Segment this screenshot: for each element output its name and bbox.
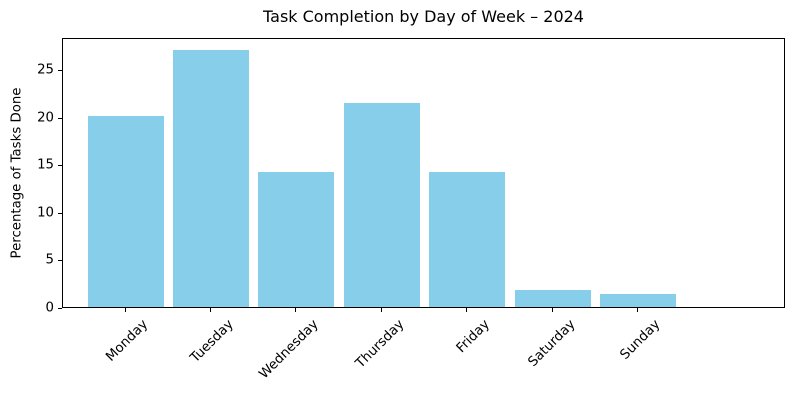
- x-tick-label-tuesday: Tuesday: [187, 317, 237, 366]
- bar-saturday: [514, 289, 591, 307]
- x-tick-label-saturday: Saturday: [525, 317, 579, 370]
- y-tick-mark: [58, 70, 62, 72]
- bar-wednesday: [258, 172, 335, 307]
- bar-sunday: [599, 293, 676, 307]
- y-tick-label-10: 10: [37, 205, 54, 221]
- x-tick-mark: [124, 308, 126, 312]
- y-tick-mark: [58, 165, 62, 167]
- bar-tuesday: [173, 50, 250, 307]
- x-tick-label-wednesday: Wednesday: [257, 317, 323, 383]
- x-tick-mark: [466, 308, 468, 312]
- y-tick-label-15: 15: [37, 157, 54, 173]
- y-tick-label-20: 20: [37, 110, 54, 126]
- x-tick-label-sunday: Sunday: [617, 317, 664, 363]
- x-tick-mark: [210, 308, 212, 312]
- bar-monday: [87, 115, 164, 307]
- x-tick-mark: [636, 308, 638, 312]
- x-tick-label-monday: Monday: [103, 317, 152, 365]
- x-tick-label-thursday: Thursday: [353, 317, 408, 372]
- y-tick-mark: [58, 308, 62, 309]
- y-tick-mark: [58, 212, 62, 214]
- chart-title: Task Completion by Day of Week – 2024: [263, 7, 584, 26]
- bar-friday: [429, 172, 506, 307]
- y-tick-label-25: 25: [37, 62, 54, 78]
- y-tick-label-5: 5: [45, 252, 54, 268]
- bar-thursday: [343, 102, 420, 307]
- x-tick-mark: [380, 308, 382, 312]
- x-tick-mark: [295, 308, 297, 312]
- y-tick-mark: [58, 260, 62, 262]
- plot-area: [62, 38, 785, 308]
- x-tick-mark: [551, 308, 553, 312]
- y-tick-mark: [58, 117, 62, 119]
- x-tick-label-friday: Friday: [453, 317, 493, 357]
- y-tick-label-0: 0: [45, 300, 54, 316]
